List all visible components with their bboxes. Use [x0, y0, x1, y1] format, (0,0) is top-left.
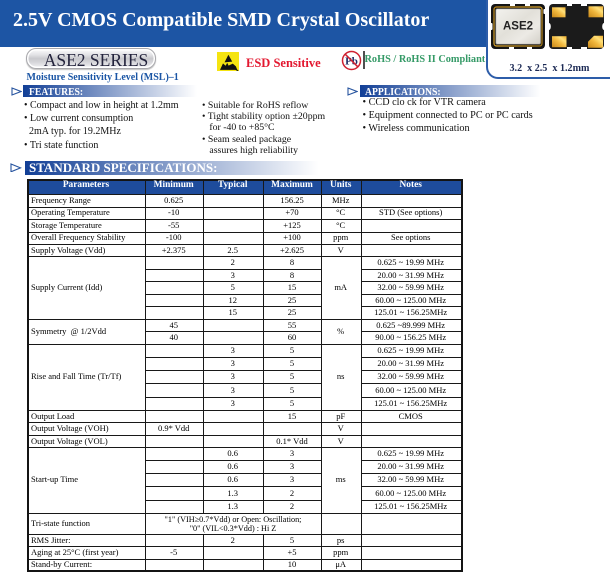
svg-text:ASE2: ASE2 [503, 21, 533, 33]
